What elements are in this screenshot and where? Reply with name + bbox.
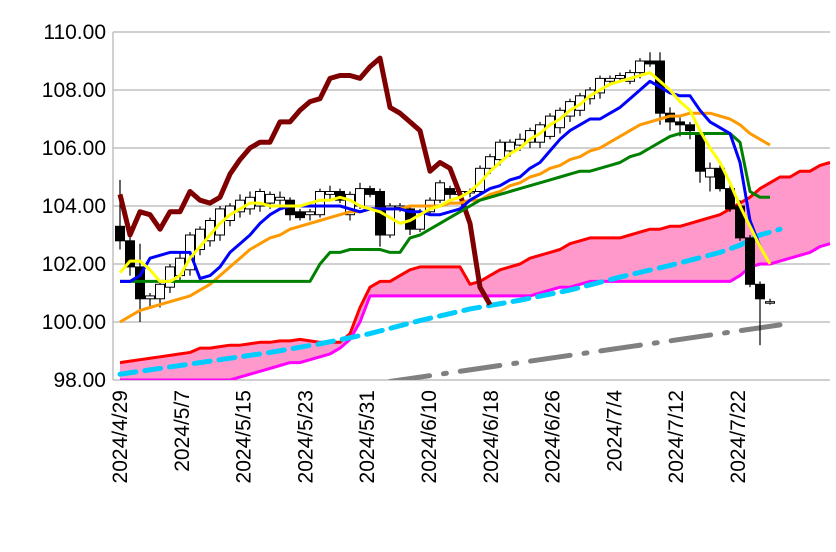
candle bbox=[255, 188, 265, 212]
y-axis-tick-labels: 98.00 100.00 102.00 104.00 106.00 108.00 110.0… bbox=[42, 21, 106, 392]
candle-body bbox=[145, 295, 155, 300]
candle bbox=[645, 52, 655, 67]
candle bbox=[275, 191, 285, 206]
candle-body bbox=[705, 167, 715, 178]
candle-body bbox=[755, 283, 765, 300]
candle-body bbox=[125, 240, 135, 268]
candle bbox=[705, 162, 715, 192]
y-tick-label: 108.00 bbox=[42, 79, 106, 102]
x-tick-label: 2024/4/29 bbox=[109, 390, 132, 483]
candle bbox=[475, 165, 485, 195]
candle-body bbox=[615, 75, 625, 79]
candle-body bbox=[365, 188, 375, 195]
candle bbox=[295, 208, 305, 221]
candle bbox=[445, 185, 455, 201]
candle bbox=[145, 293, 155, 308]
candle bbox=[375, 188, 385, 247]
candle-body bbox=[725, 188, 735, 210]
candle-body bbox=[165, 266, 175, 288]
y-tick-label: 104.00 bbox=[42, 195, 106, 218]
candle-body bbox=[675, 121, 685, 126]
candle-body bbox=[595, 77, 605, 94]
candle bbox=[325, 185, 335, 201]
plot-area bbox=[115, 52, 831, 380]
candle-body bbox=[315, 191, 325, 216]
candle-body bbox=[295, 211, 305, 219]
candle bbox=[715, 165, 725, 192]
indicator-line bbox=[118, 71, 772, 283]
candle-body bbox=[605, 77, 615, 82]
candle bbox=[165, 264, 175, 293]
candle bbox=[285, 197, 295, 221]
x-tick-label: 2024/5/7 bbox=[171, 390, 194, 472]
candle-body bbox=[115, 225, 125, 242]
x-tick-label: 2024/7/12 bbox=[665, 390, 688, 483]
candle bbox=[115, 179, 125, 250]
candle bbox=[685, 121, 695, 140]
candle-body bbox=[505, 141, 515, 152]
y-tick-label: 110.00 bbox=[43, 21, 106, 44]
candle-body bbox=[275, 196, 285, 201]
candle-body bbox=[485, 156, 495, 169]
candle-body bbox=[345, 193, 355, 216]
candle bbox=[345, 191, 355, 221]
candle-body bbox=[435, 182, 445, 201]
candle-body bbox=[765, 301, 775, 304]
candle bbox=[315, 188, 325, 218]
candle-body bbox=[695, 133, 705, 172]
candle bbox=[595, 75, 605, 99]
candle-body bbox=[715, 167, 725, 190]
candle bbox=[745, 235, 755, 288]
candle-body bbox=[635, 60, 645, 74]
candle-body bbox=[305, 211, 315, 216]
candle bbox=[765, 298, 775, 305]
x-tick-label: 2024/6/18 bbox=[480, 390, 503, 483]
x-axis-tick-labels: 2024/4/29 2024/5/7 2024/5/15 2024/5/23 2024/… bbox=[109, 390, 750, 484]
candle bbox=[665, 107, 675, 131]
candle-body bbox=[645, 60, 655, 65]
cloud-fill bbox=[120, 162, 830, 380]
candle-body bbox=[265, 193, 275, 204]
candle-body bbox=[445, 188, 455, 195]
leading-span-b-line bbox=[120, 242, 831, 380]
x-tick-label: 2024/6/26 bbox=[542, 390, 565, 483]
trend-line bbox=[117, 226, 783, 377]
candle bbox=[755, 281, 765, 346]
y-tick-label: 98.00 bbox=[53, 369, 106, 392]
candle bbox=[725, 182, 735, 212]
candle bbox=[125, 235, 135, 276]
y-tick-label: 102.00 bbox=[42, 253, 106, 276]
x-tick-label: 2024/7/4 bbox=[603, 390, 626, 472]
trend-line bbox=[387, 322, 783, 380]
candle-body bbox=[475, 167, 485, 193]
candle bbox=[435, 179, 445, 204]
candle-body bbox=[745, 237, 755, 285]
candle-body bbox=[685, 124, 695, 132]
x-tick-label: 2024/7/22 bbox=[727, 390, 750, 483]
x-tick-label: 2024/5/23 bbox=[294, 390, 317, 483]
indicator-line bbox=[120, 132, 770, 283]
leading-span-a-line bbox=[119, 161, 831, 365]
y-tick-label: 106.00 bbox=[42, 137, 106, 160]
candle-body bbox=[155, 283, 165, 300]
candle bbox=[365, 185, 375, 198]
candle-body bbox=[255, 191, 265, 207]
indicator-line bbox=[120, 79, 762, 283]
x-tick-label: 2024/5/15 bbox=[233, 390, 256, 483]
x-tick-label: 2024/6/10 bbox=[418, 390, 441, 483]
x-tick-label: 2024/5/31 bbox=[356, 390, 379, 483]
indicator-line bbox=[117, 55, 493, 306]
candle bbox=[305, 208, 315, 221]
candle-body bbox=[325, 191, 335, 195]
candle-body bbox=[495, 141, 505, 161]
y-tick-label: 100.00 bbox=[42, 311, 106, 334]
